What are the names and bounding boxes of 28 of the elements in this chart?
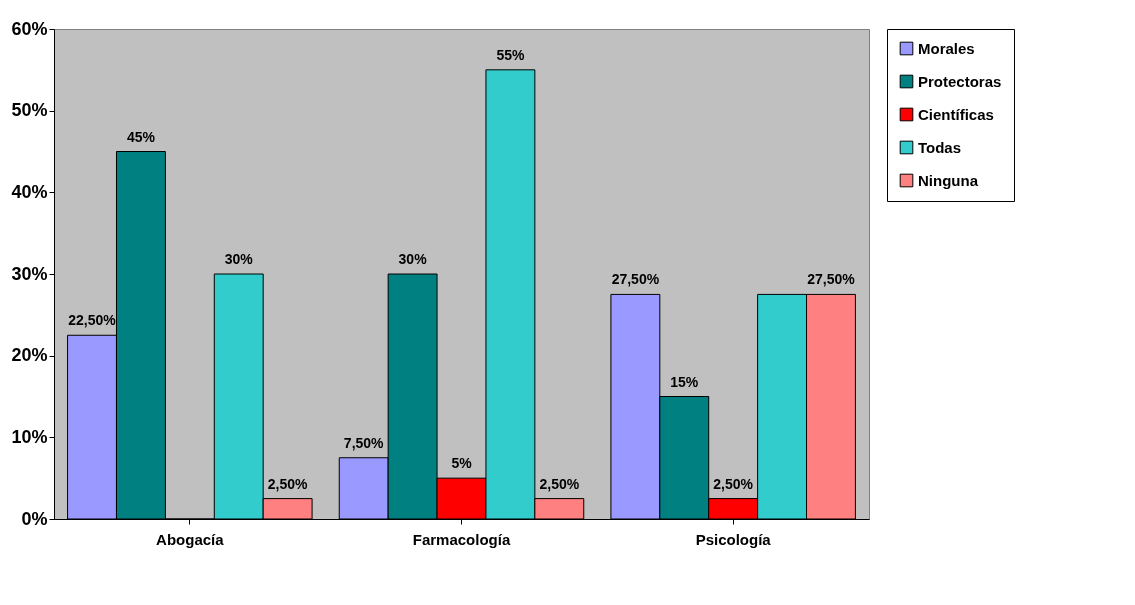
legend-label: Ninguna (918, 171, 979, 189)
y-tick-label: 0% (21, 508, 48, 529)
y-tick-label: 10% (11, 426, 48, 447)
y-tick-label: 60% (11, 18, 48, 39)
legend-label: Todas (918, 138, 962, 156)
data-label: 27,50% (611, 271, 660, 288)
data-label: 2,50% (539, 475, 580, 492)
data-label: 2,50% (267, 475, 309, 492)
data-label: 15% (670, 373, 699, 390)
data-label: 30% (224, 251, 254, 267)
data-label: 45% (126, 128, 156, 145)
legend-label: Protectoras (918, 72, 1002, 90)
data-label: 2,50% (713, 475, 754, 492)
data-label: 27,50% (807, 271, 856, 288)
legend-label: Morales (918, 39, 975, 57)
x-tick-label: Psicología (695, 530, 772, 548)
data-label: 55% (496, 46, 525, 63)
y-tick-label: 40% (11, 181, 48, 202)
y-tick-label: 20% (11, 345, 48, 366)
data-label: 22,50% (68, 312, 117, 329)
legend-label: Científicas (918, 105, 994, 123)
x-tick-label: Abogacía (156, 530, 225, 548)
y-tick-label: 30% (11, 263, 48, 284)
y-tick-label: 50% (11, 100, 48, 121)
data-label: 5% (451, 455, 473, 472)
x-tick-label: Farmacología (412, 530, 511, 548)
data-label: 30% (398, 251, 428, 267)
data-label: 7,50% (343, 434, 385, 451)
